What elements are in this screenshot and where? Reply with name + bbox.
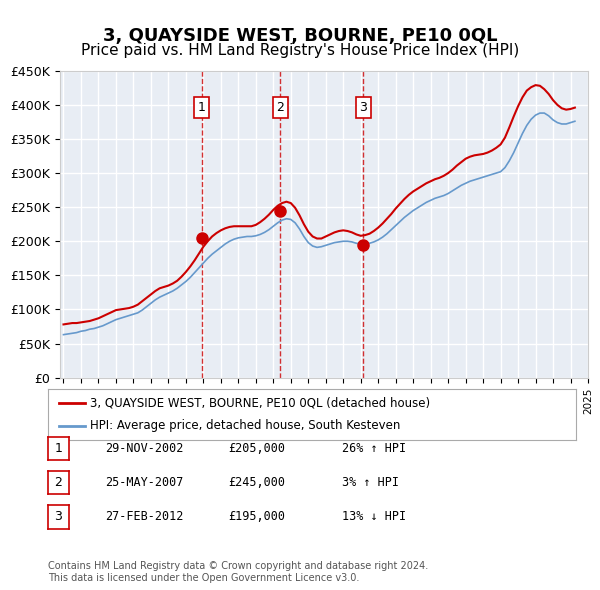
Text: £195,000: £195,000 [228, 510, 285, 523]
Text: 3: 3 [359, 101, 367, 114]
Text: Price paid vs. HM Land Registry's House Price Index (HPI): Price paid vs. HM Land Registry's House … [81, 43, 519, 58]
Text: 2: 2 [277, 101, 284, 114]
Text: 3, QUAYSIDE WEST, BOURNE, PE10 0QL (detached house): 3, QUAYSIDE WEST, BOURNE, PE10 0QL (deta… [90, 397, 430, 410]
Text: 3, QUAYSIDE WEST, BOURNE, PE10 0QL: 3, QUAYSIDE WEST, BOURNE, PE10 0QL [103, 27, 497, 45]
Text: 3% ↑ HPI: 3% ↑ HPI [342, 476, 399, 489]
Text: 25-MAY-2007: 25-MAY-2007 [105, 476, 184, 489]
Text: 2: 2 [55, 476, 62, 489]
Text: £205,000: £205,000 [228, 442, 285, 455]
Text: 1: 1 [55, 442, 62, 455]
Text: HPI: Average price, detached house, South Kesteven: HPI: Average price, detached house, Sout… [90, 419, 401, 432]
Text: 27-FEB-2012: 27-FEB-2012 [105, 510, 184, 523]
Text: Contains HM Land Registry data © Crown copyright and database right 2024.
This d: Contains HM Land Registry data © Crown c… [48, 561, 428, 583]
Text: 1: 1 [197, 101, 206, 114]
Text: 29-NOV-2002: 29-NOV-2002 [105, 442, 184, 455]
Text: 13% ↓ HPI: 13% ↓ HPI [342, 510, 406, 523]
Text: 26% ↑ HPI: 26% ↑ HPI [342, 442, 406, 455]
Text: 3: 3 [55, 510, 62, 523]
Text: £245,000: £245,000 [228, 476, 285, 489]
